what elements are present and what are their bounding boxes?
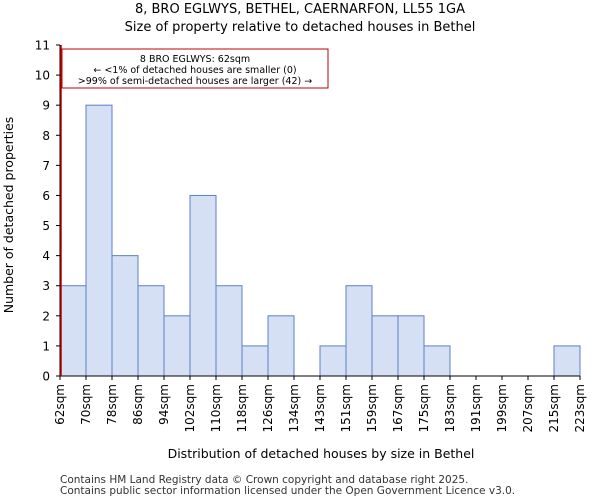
y-tick-label: 5 [42,219,50,233]
x-tick-label: 62sqm [53,384,67,425]
histogram-bar [137,285,165,377]
x-tick-label: 167sqm [391,384,405,432]
x-tick-label: 70sqm [79,384,93,425]
y-tick-label: 3 [42,279,50,293]
histogram-bar [241,345,269,377]
y-tick-label: 7 [42,159,50,173]
y-tick-label: 11 [35,39,50,53]
y-tick-label: 10 [35,69,50,83]
x-tick-label: 207sqm [521,384,535,432]
histogram-bar [345,285,373,377]
annotation-box [61,48,329,89]
chart-title: 8, BRO EGLWYS, BETHEL, CAERNARFON, LL55 … [134,2,466,17]
x-tick-label: 102sqm [183,384,197,432]
x-tick-label: 110sqm [209,384,223,432]
y-tick-label: 9 [42,99,50,113]
x-tick-label: 134sqm [287,384,301,432]
histogram-bar [163,315,191,377]
x-tick-label: 78sqm [105,384,119,425]
x-tick-label: 191sqm [469,384,483,432]
y-axis-label: Number of detached properties [1,117,16,314]
histogram-bar [319,345,347,377]
histogram-bar [423,345,451,377]
histogram-bar [371,315,399,377]
x-tick-label: 199sqm [495,384,509,432]
x-tick-label: 94sqm [157,384,171,425]
y-tick-label: 6 [42,189,50,203]
x-tick-label: 86sqm [131,384,145,425]
chart-subtitle: Size of property relative to detached ho… [124,20,476,35]
footer-line-2: Contains public sector information licen… [60,485,516,497]
x-tick-label: 143sqm [313,384,327,432]
x-tick-label: 223sqm [573,384,587,432]
x-tick-label: 118sqm [235,384,249,432]
x-axis-label: Distribution of detached houses by size … [168,446,475,461]
histogram-bar [111,255,139,377]
histogram-bar [397,315,425,377]
annotation-line-3: >99% of semi-detached houses are larger … [78,76,312,87]
histogram-bar [215,285,243,377]
x-tick-label: 159sqm [365,384,379,432]
histogram-bar [85,104,113,377]
y-tick-label: 8 [42,129,50,143]
y-tick-label: 0 [42,370,50,384]
x-tick-label: 126sqm [261,384,275,432]
x-tick-label: 175sqm [417,384,431,432]
annotation-line-1: 8 BRO EGLWYS: 62sqm [140,54,250,65]
histogram-bar [59,285,87,377]
histogram-bar [553,345,581,377]
x-tick-label: 215sqm [547,384,561,432]
histogram-bar [267,315,295,377]
footer-line-1: Contains HM Land Registry data © Crown c… [60,474,469,486]
y-tick-label: 2 [42,309,50,323]
y-tick-label: 4 [42,249,50,263]
x-tick-label: 151sqm [339,384,353,432]
y-tick-label: 1 [42,339,50,353]
x-tick-label: 183sqm [443,384,457,432]
annotation-line-2: ← <1% of detached houses are smaller (0) [93,65,296,76]
histogram-bar [189,194,217,377]
